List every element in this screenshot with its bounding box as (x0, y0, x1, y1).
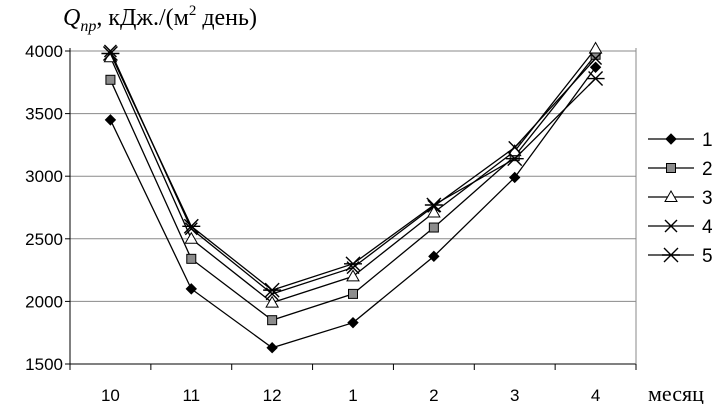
x-tick-label-2: 2 (429, 386, 438, 404)
x-tick-label-12: 12 (263, 386, 282, 404)
x-axis-ticks: 10 11 12 1 2 3 4 (101, 386, 600, 404)
legend-item-1: 1 (648, 130, 713, 151)
y-tick-label-4000: 4000 (25, 42, 63, 61)
y-axis-label-unit-end: день) (196, 5, 257, 31)
legend-item-5: 5 (648, 246, 713, 267)
legend-label-3: 3 (702, 188, 713, 209)
legend-label-2: 2 (702, 159, 713, 180)
legend-marker-4 (664, 219, 678, 233)
series-3-point-4 (588, 41, 603, 54)
series-4-point-10 (103, 44, 117, 58)
gridlines (70, 50, 636, 302)
y-tick-label-2000: 2000 (25, 292, 63, 311)
series-1-point-3 (509, 171, 521, 184)
legend-marker-2 (666, 163, 676, 173)
series-1 (104, 61, 602, 354)
series-4-point-4 (589, 52, 603, 66)
series-2-point-12 (267, 315, 278, 326)
series-3-point-1 (346, 269, 360, 282)
x-tick-label-1: 1 (348, 386, 357, 404)
y-axis-label: Qпр, кДж./(м2 день) (63, 3, 257, 35)
series-1-point-11 (185, 283, 197, 295)
legend-label-4: 4 (702, 217, 713, 238)
y-axis-ticks: 1500 2000 2500 3000 3500 4000 (25, 42, 63, 374)
legend-item-3: 3 (648, 188, 713, 209)
series-5-point-2 (424, 197, 443, 213)
series-5-point-3 (505, 151, 524, 167)
series-1-point-10 (104, 114, 117, 126)
series-4-line (109, 50, 597, 295)
x-tick-label-4: 4 (591, 386, 600, 404)
series-5-line (109, 53, 597, 291)
axes (65, 48, 637, 370)
series-1-point-12 (266, 342, 278, 354)
series-5-point-12 (263, 282, 282, 298)
y-tick-label-1500: 1500 (25, 355, 63, 374)
legend-label-1: 1 (702, 130, 713, 151)
legend-item-4: 4 (648, 217, 713, 238)
x-tick-label-3: 3 (510, 386, 519, 404)
series-3 (103, 41, 603, 308)
y-tick-label-3000: 3000 (25, 167, 63, 186)
series-5-point-11 (182, 218, 201, 234)
legend: 1 2 3 4 5 (648, 130, 713, 267)
x-tick-label-10: 10 (101, 386, 120, 404)
y-axis-label-unit-start: , кДж./(м (96, 5, 188, 31)
series-3-point-2 (426, 205, 441, 218)
y-axis-label-power: 2 (189, 3, 197, 19)
y-tick-label-3500: 3500 (25, 105, 63, 124)
series-2-point-10 (105, 74, 116, 85)
legend-item-2: 2 (648, 159, 713, 180)
series-5-point-1 (344, 256, 362, 272)
y-tick-label-2500: 2500 (25, 230, 63, 249)
series-1-point-4 (589, 61, 602, 73)
legend-marker-5 (662, 247, 680, 263)
series-5 (101, 46, 605, 298)
series-4 (103, 44, 603, 301)
series-3-point-11 (184, 231, 199, 244)
series-2-point-2 (428, 222, 439, 233)
series-3-point-12 (265, 295, 280, 308)
series-4-point-11 (184, 222, 198, 236)
series-5-point-10 (101, 46, 120, 61)
series-1-point-1 (347, 316, 359, 329)
series-5-point-4 (586, 71, 605, 87)
legend-marker-3 (664, 189, 678, 202)
legend-marker-1 (665, 133, 677, 145)
series-2 (105, 49, 601, 326)
series-1-point-2 (428, 250, 440, 263)
x-axis-label: месяц (648, 381, 704, 404)
y-axis-label-subscript: пр (80, 18, 96, 35)
series-2-point-11 (186, 253, 197, 264)
legend-label-5: 5 (702, 246, 713, 267)
series-4-point-3 (508, 140, 522, 154)
series-group (101, 41, 605, 354)
series-2-point-1 (348, 288, 358, 299)
x-tick-label-11: 11 (182, 386, 200, 404)
y-axis-label-symbol: Q (63, 5, 80, 31)
